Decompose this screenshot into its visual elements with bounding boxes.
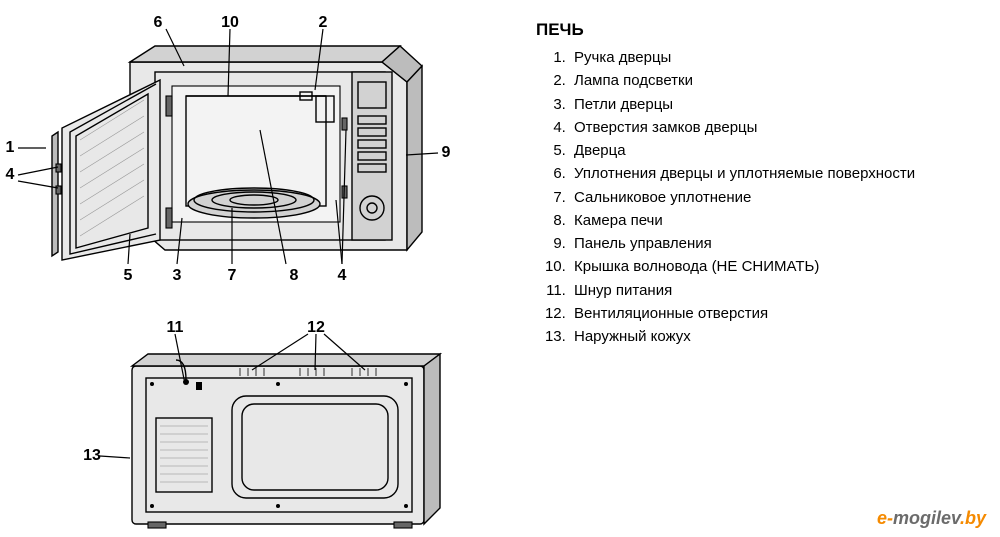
parts-list-item: Вентиляционные отверстия <box>570 302 996 325</box>
callout-number: 4 <box>6 166 15 183</box>
parts-list-item: Ручка дверцы <box>570 46 996 69</box>
site-logo: e-mogilev.by <box>877 508 986 529</box>
parts-list-item: Уплотнения дверцы и уплотняемые поверхно… <box>570 162 996 185</box>
logo-prefix: e- <box>877 508 893 528</box>
parts-list-item: Сальниковое уплотнение <box>570 186 996 209</box>
logo-main: mogilev <box>893 508 960 528</box>
callout-number: 9 <box>442 144 451 161</box>
callout-number: 3 <box>173 267 182 284</box>
callout-number: 10 <box>221 14 239 31</box>
microwave-rear-view <box>132 354 440 528</box>
callout-number: 7 <box>228 267 237 284</box>
parts-list-item: Наружный кожух <box>570 325 996 348</box>
parts-list-item: Лампа подсветки <box>570 69 996 92</box>
microwave-front-view <box>52 46 422 260</box>
parts-list: Ручка дверцыЛампа подсветкиПетли дверцыО… <box>536 46 996 348</box>
section-title: ПЕЧЬ <box>536 20 996 40</box>
parts-list-item: Панель управления <box>570 232 996 255</box>
diagram-svg: 1 4 6 10 2 9 5 3 7 8 4 11 12 13 <box>0 0 510 537</box>
callout-number: 11 <box>167 319 184 336</box>
callout-number: 2 <box>319 14 328 31</box>
parts-list-item: Шнур питания <box>570 279 996 302</box>
parts-list-item: Дверца <box>570 139 996 162</box>
diagram-area: 1 4 6 10 2 9 5 3 7 8 4 11 12 13 <box>0 0 510 537</box>
callout-number: 4 <box>338 267 347 284</box>
page: 1 4 6 10 2 9 5 3 7 8 4 11 12 13 ПЕЧЬ Ручка дверцыЛамп… <box>0 0 1000 537</box>
parts-list-item: Камера печи <box>570 209 996 232</box>
callout-number: 12 <box>307 319 325 336</box>
callout-number: 6 <box>154 14 163 31</box>
parts-list-area: ПЕЧЬ Ручка дверцыЛампа подсветкиПетли дв… <box>536 20 996 348</box>
leader-line <box>100 456 130 458</box>
callout-number: 8 <box>290 267 299 284</box>
logo-suffix: .by <box>960 508 986 528</box>
callout-number: 13 <box>83 447 101 464</box>
callout-number: 1 <box>6 139 15 156</box>
parts-list-item: Отверстия замков дверцы <box>570 116 996 139</box>
parts-list-item: Петли дверцы <box>570 93 996 116</box>
callout-number: 5 <box>124 267 133 284</box>
parts-list-item: Крышка волновода (НЕ СНИМАТЬ) <box>570 255 996 278</box>
